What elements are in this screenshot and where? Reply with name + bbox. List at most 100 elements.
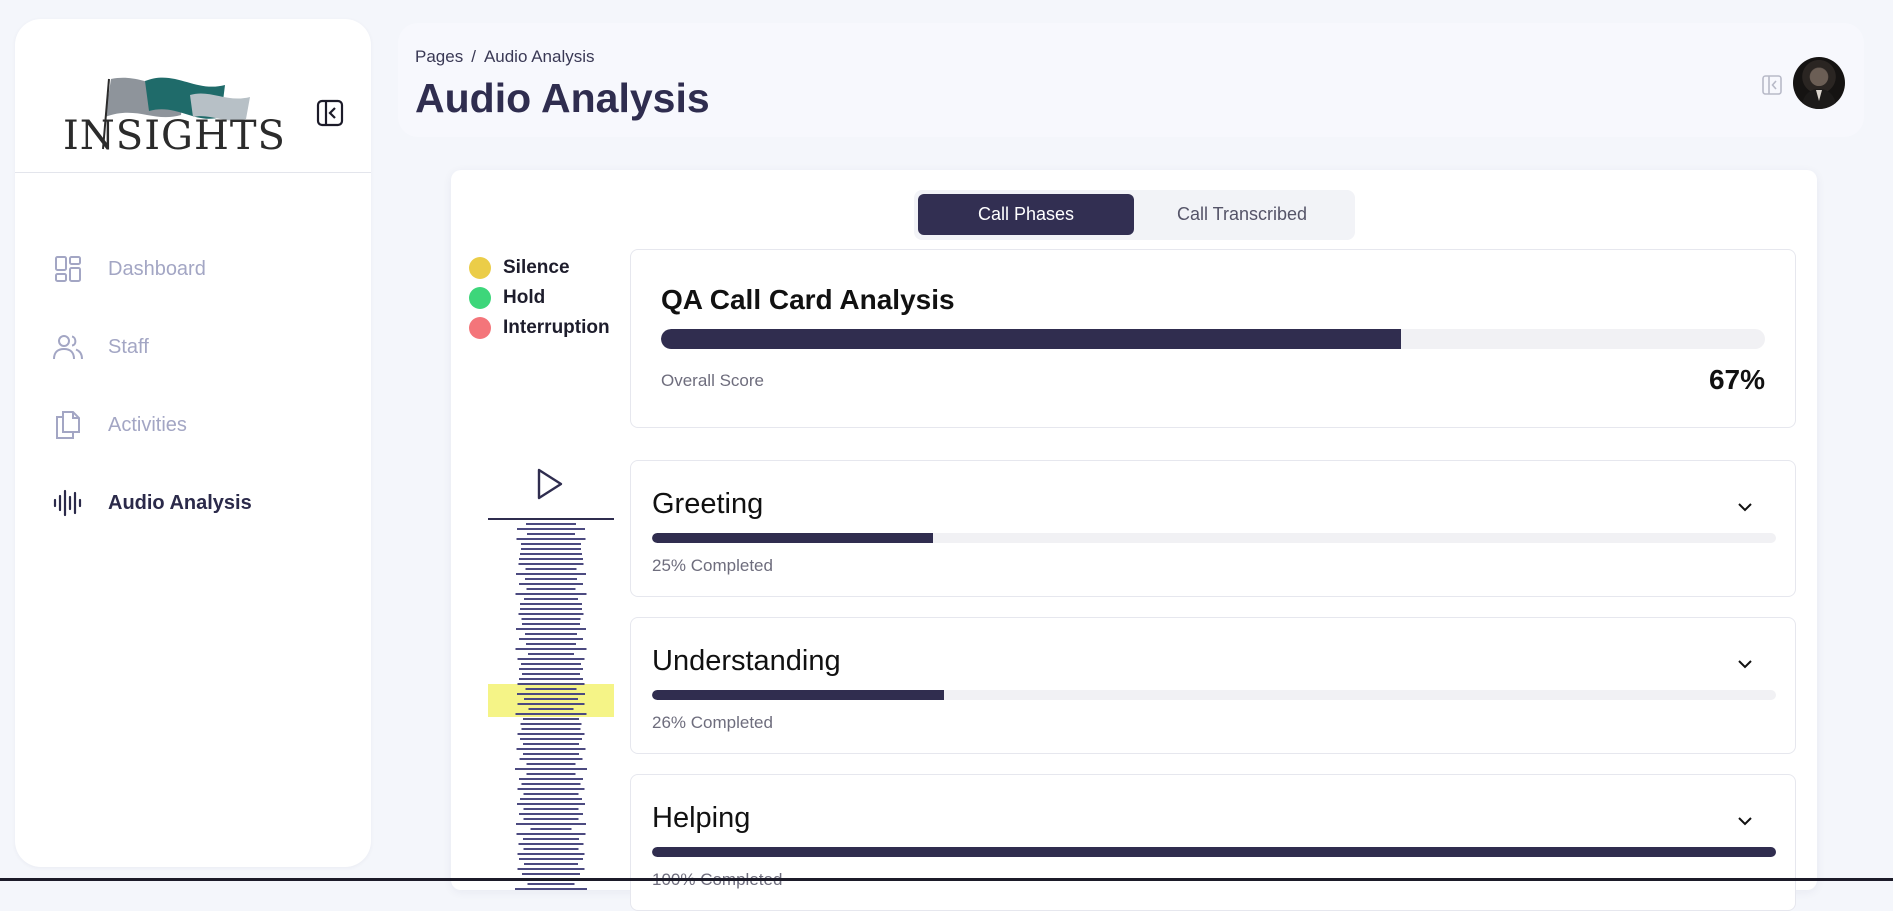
dashboard-grid-icon [53,254,83,284]
sidebar-collapse-icon[interactable] [315,98,345,128]
sidebar-item-staff[interactable]: Staff [15,308,371,386]
overall-score-label: Overall Score [661,371,764,390]
waveform-bar [524,598,578,600]
waveform-bar [518,563,584,565]
waveform-bar [523,753,579,755]
waveform-bar [519,813,583,815]
chevron-down-icon[interactable] [1735,654,1755,674]
waveform-bar [519,638,583,640]
waveform-bar [523,793,579,795]
waveform-bar [521,663,581,665]
waveform-bar [527,533,575,535]
waveform-bar [526,643,576,645]
audio-waveform[interactable] [488,518,614,898]
waveform-bar [528,708,574,710]
legend-label: Interruption [503,317,610,338]
phase-title: Greeting [652,488,764,520]
waveform-bar [515,648,587,650]
waveform-bar [517,803,585,805]
tab-call-phases[interactable]: Call Phases [918,194,1134,235]
phase-title: Understanding [652,645,841,677]
sidebar-item-label: Dashboard [108,257,206,280]
breadcrumb-current: Audio Analysis [483,47,595,66]
waveform-bar [515,713,587,715]
chevron-down-icon[interactable] [1735,811,1755,831]
waveform-bar [520,553,582,555]
audio-wave-icon [53,488,83,518]
waveform-bar [526,523,576,525]
sidebar-divider [15,172,371,173]
breadcrumb-root[interactable]: Pages [415,47,464,66]
waveform-bar [521,783,581,785]
waveform-bar [528,653,574,655]
overall-score-progress-fill [661,329,1401,349]
qa-score-card: QA Call Card Analysis Overall Score 67% [630,249,1796,428]
waveform-bars [515,523,587,890]
waveform-bar [519,558,583,560]
playhead-line[interactable] [488,518,614,520]
view-tabs: Call Phases Call Transcribed [914,190,1355,240]
waveform-bar [516,833,586,835]
waveform-bar [515,593,587,595]
phase-title: Helping [652,802,751,834]
phase-card-understanding[interactable]: Understanding 26% Completed [630,617,1796,754]
phase-card-helping[interactable]: Helping 100% Completed [630,774,1796,911]
waveform-bar [519,678,583,680]
waveform-bar [523,848,579,850]
play-icon[interactable] [535,467,565,501]
chevron-down-icon[interactable] [1735,497,1755,517]
waveform-bar [517,733,585,735]
flag-logo-icon [102,77,250,150]
waveform-bar [522,623,580,625]
insights-logo[interactable]: INSIGHTS [45,59,285,169]
waveform-bar [521,728,581,730]
sidebar-item-activities[interactable]: Activities [15,386,371,464]
waveform-bar [516,823,586,825]
phase-status: 26% Completed [652,713,773,732]
waveform-bar [524,698,578,700]
waveform-bar [516,748,586,750]
waveform-bar [519,858,583,860]
page-header: Pages / Audio Analysis Audio Analysis [398,23,1864,137]
interruption-dot-icon [469,317,491,339]
waveform-bar [517,683,585,685]
waveform-bar [515,888,587,890]
tab-call-transcribed[interactable]: Call Transcribed [1176,204,1308,224]
waveform-bar [519,758,583,760]
waveform-bar [523,743,579,745]
sidebar-item-label: Activities [108,413,187,436]
call-analysis-card: Call Phases Call Transcribed Silence Hol… [451,170,1817,911]
qa-card-title: QA Call Card Analysis [661,284,955,315]
waveform-bar [515,768,587,770]
logo-text: INSIGHTS [63,113,286,159]
overall-score-value: 67% [1708,364,1765,395]
waveform-bar [519,668,583,670]
phase-card-greeting[interactable]: Greeting 25% Completed [630,460,1796,597]
legend: Silence Hold Interruption [469,253,610,343]
sidebar-item-audio-analysis[interactable]: Audio Analysis [15,464,371,542]
waveform-bar [525,633,577,635]
waveform-bar [526,763,576,765]
legend-item-interruption: Interruption [469,313,610,343]
waveform-bar [521,618,581,620]
waveform-bar [523,808,579,810]
page-title: Audio Analysis [415,75,710,121]
sidebar-item-dashboard[interactable]: Dashboard [15,230,371,308]
phase-progress-fill [652,847,1776,857]
avatar[interactable] [1793,57,1845,109]
waveform-bar [522,873,580,875]
legend-item-silence: Silence [469,253,610,283]
waveform-bar [526,773,576,775]
phase-progress [652,847,1776,857]
phase-status: 25% Completed [652,556,773,575]
breadcrumb: Pages / Audio Analysis [415,47,595,67]
panel-toggle-icon[interactable] [1760,73,1784,97]
waveform-bar [520,608,582,610]
waveform-bar [522,673,580,675]
waveform-bar [517,788,585,790]
waveform-bar [516,538,586,540]
waveform-bar [525,688,577,690]
documents-icon [53,410,83,440]
breadcrumb-separator: / [471,47,476,66]
phase-progress [652,533,1776,543]
